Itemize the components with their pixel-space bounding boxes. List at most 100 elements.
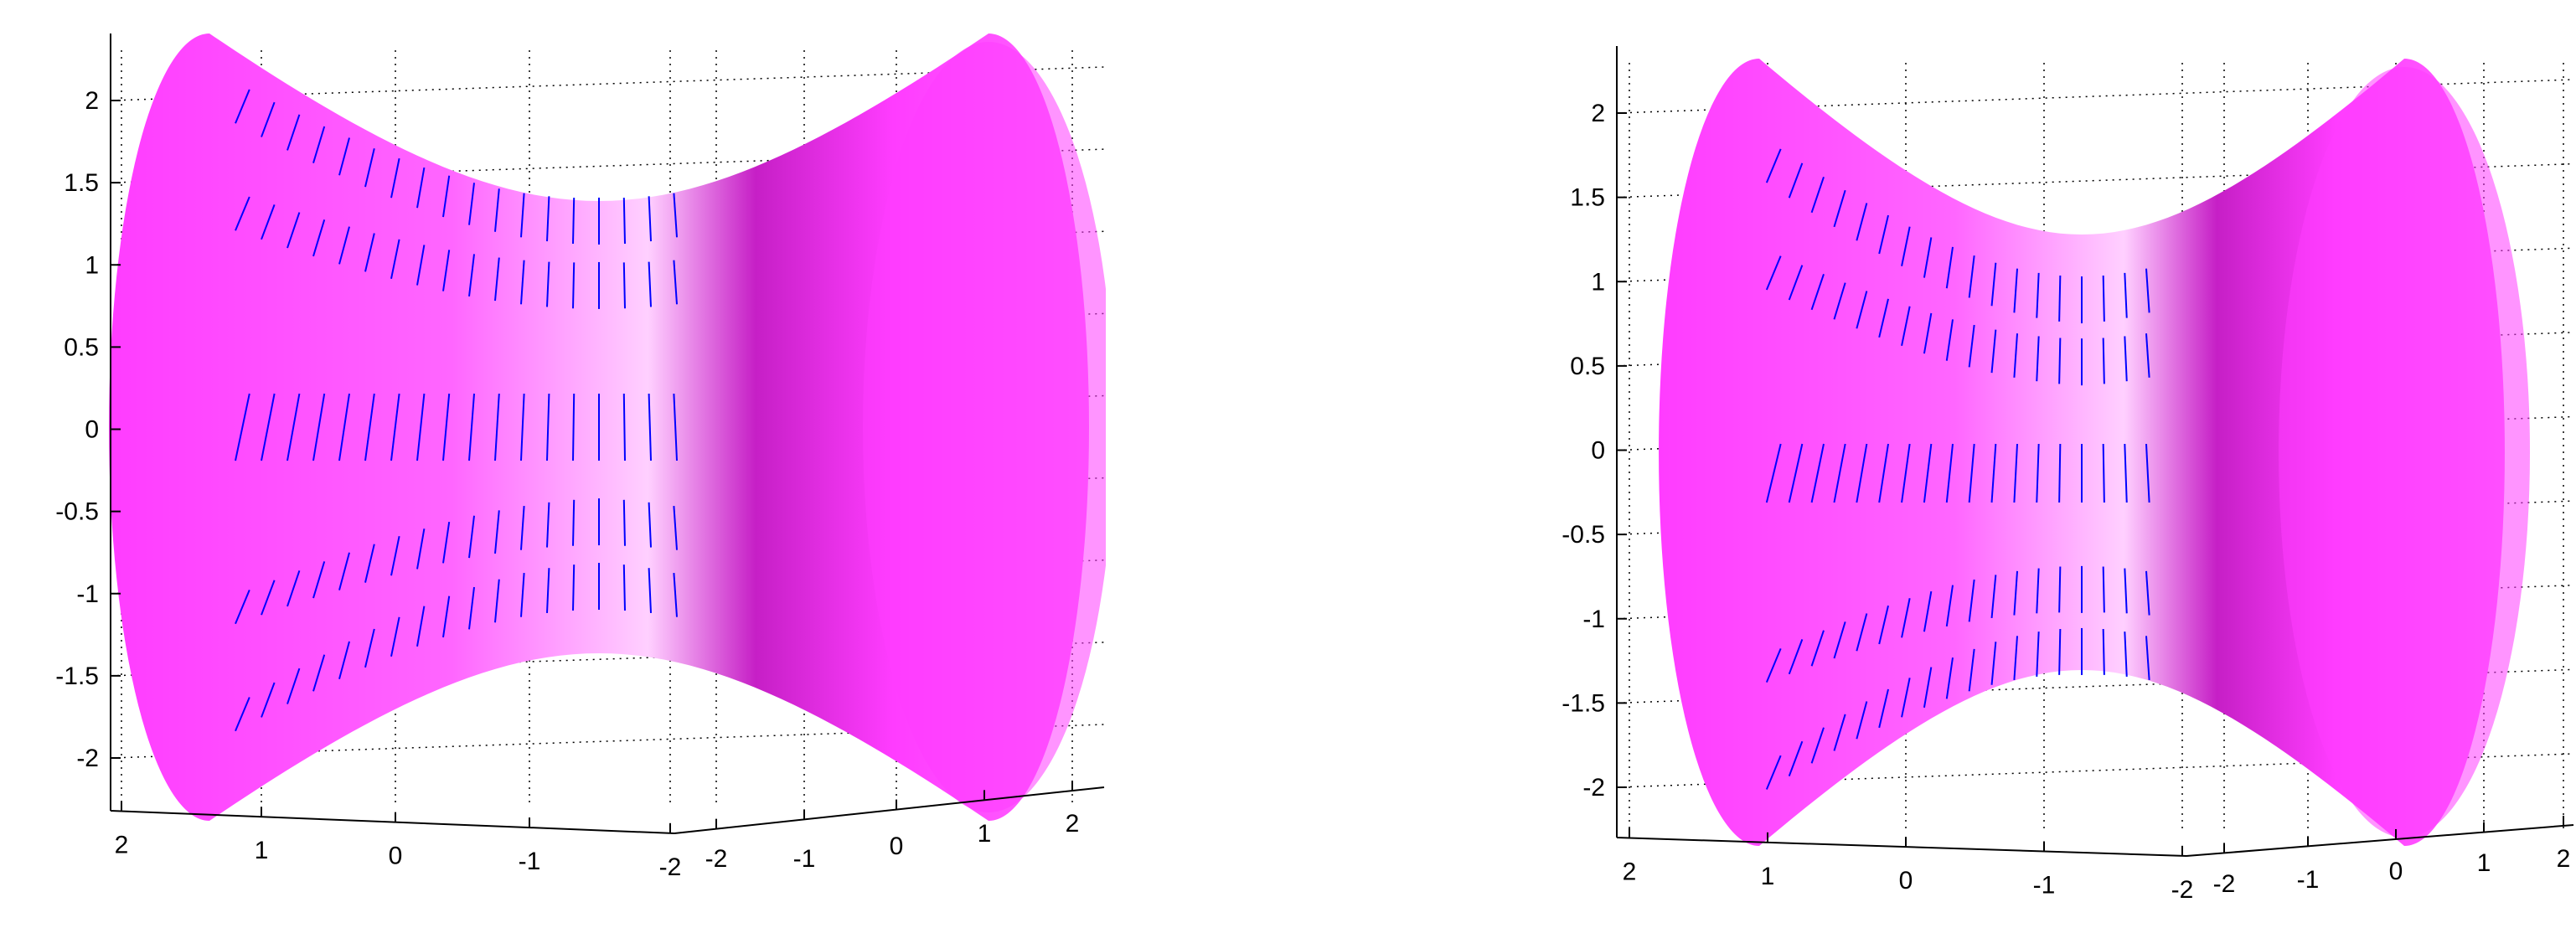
quiver-arrow <box>1968 255 1975 298</box>
quiver-arrow <box>1788 639 1804 675</box>
quiver-arrow <box>622 198 626 245</box>
quiver-arrow <box>287 212 301 249</box>
quiver-arrow <box>648 568 652 613</box>
quiver-arrow <box>1990 642 1997 685</box>
quiver-arrow <box>1990 262 1997 307</box>
quiver-arrow <box>1765 148 1782 183</box>
quiver-surface-plot-right: 2 1.5 1 0.5 0 -0.5 -1 -1.5 -2 2 1 0 -1 -2 -2 -1 0 1 2 <box>1562 46 2574 904</box>
quiver-arrow <box>622 393 626 461</box>
quiver-arrow <box>546 502 550 548</box>
quiver-arrow <box>2058 275 2062 322</box>
quiver-arrow <box>1923 667 1933 708</box>
quiver-arrow <box>1765 443 1782 503</box>
quiver-arrow <box>390 616 400 657</box>
x-axis-line <box>1616 837 2187 857</box>
quiver-arrow <box>2124 272 2128 318</box>
quiver-arrow <box>1968 443 1975 503</box>
quiver-arrow <box>494 188 500 232</box>
right-plot: 2 1.5 1 0.5 0 -0.5 -1 -1.5 -2 2 1 0 -1 -2 -2 -1 0 1 2 <box>1474 0 2576 928</box>
z-tick-label: 0 <box>85 416 99 444</box>
quiver-arrow <box>572 262 576 309</box>
grid-line <box>110 642 1105 677</box>
x-tick-label: 2 <box>115 832 129 859</box>
quiver-arrow <box>1788 740 1804 776</box>
z-tick-label: 1.5 <box>64 169 99 197</box>
z-tick-label: -0.5 <box>55 498 99 526</box>
quiver-arrow <box>572 393 576 461</box>
z-tick-label: -1.5 <box>1562 689 1605 717</box>
quiver-arrow <box>1968 324 1975 368</box>
quiver-arrow <box>1923 312 1933 354</box>
quiver-arrow <box>312 219 326 257</box>
quiver-arrow <box>312 126 326 163</box>
grid-line <box>110 724 1105 759</box>
quiver-arrow <box>416 606 426 647</box>
quiver-arrow <box>442 595 451 638</box>
quiver-arrow <box>1945 657 1954 699</box>
quiver-arrow <box>520 505 525 550</box>
quiver-arrow <box>1878 298 1889 338</box>
quiver-arrow <box>287 393 301 461</box>
quiver-arrow <box>442 175 451 218</box>
quiver-arrow <box>1856 203 1868 241</box>
quiver-arrow <box>1788 162 1804 198</box>
quiver-arrow <box>1923 237 1933 278</box>
quiver-arrow <box>287 114 301 151</box>
quiver-arrow <box>468 515 475 559</box>
quiver-arrow <box>2058 628 2062 675</box>
quiver-arrow <box>2058 566 2062 613</box>
quiver-arrow <box>1833 621 1846 659</box>
quiver-arrow <box>1878 443 1889 503</box>
quiver-arrow <box>1945 585 1954 627</box>
quiver-arrow <box>2036 443 2040 503</box>
quiver-arrow <box>2145 443 2150 503</box>
quiver-arrow <box>1878 214 1889 255</box>
quiver-surface-plot-left: 2 1.5 1 0.5 0 -0.5 -1 -1.5 -2 2 1 0 -1 -2 -2 -1 0 1 2 <box>55 34 1106 881</box>
y-tick-label: 0 <box>890 833 904 860</box>
y-axis-line <box>2186 824 2574 857</box>
quiver-arrow <box>494 393 500 461</box>
quiver-arrow <box>1833 443 1846 503</box>
y-tick-label: 0 <box>2389 858 2403 885</box>
quiver-arrow <box>2145 570 2150 616</box>
quiver-arrow <box>2013 333 2018 378</box>
y-tick-label: -1 <box>793 845 816 873</box>
quiver-arrow <box>1990 443 1997 503</box>
quiver-arrow <box>287 668 301 704</box>
quiver-arrow <box>1990 329 1997 374</box>
quiver-arrow <box>1765 647 1782 683</box>
quiver-arrow <box>546 261 550 307</box>
quiver-arrow <box>442 393 451 461</box>
quiver-arrow <box>1878 605 1889 645</box>
quiver-arrow <box>2145 268 2150 313</box>
quiver-arrow <box>1810 443 1825 503</box>
quiver-arrow <box>1945 246 1954 289</box>
quiver-arrow <box>468 254 475 296</box>
y-tick-label: -2 <box>705 845 728 873</box>
quiver-arrow <box>364 233 375 272</box>
quiver-arrow <box>1833 282 1846 320</box>
quiver-arrow <box>572 565 576 611</box>
quiver-arrow <box>494 257 500 302</box>
quiver-arrow <box>2036 632 2040 677</box>
quiver-arrow <box>2013 268 2018 313</box>
grid-line <box>110 66 1105 101</box>
quiver-arrow <box>2036 336 2040 382</box>
quiver-arrow <box>2013 636 2018 680</box>
surface-end-cap <box>2279 67 2530 838</box>
quiver-arrow <box>338 641 350 679</box>
quiver-arrow <box>520 393 525 461</box>
quiver-arrow <box>1901 598 1911 638</box>
quiver-arrow <box>2013 570 2018 616</box>
z-tick-label: 2 <box>1591 100 1605 127</box>
surface-end-cap <box>863 42 1106 812</box>
z-tick-label: 0.5 <box>64 333 99 361</box>
z-tick-label: -2 <box>1582 774 1605 802</box>
quiver-arrow <box>1901 443 1911 503</box>
quiver-arrow <box>338 393 350 461</box>
quiver-arrow <box>312 393 326 461</box>
quiver-arrow <box>468 393 475 461</box>
quiver-arrow <box>520 572 525 617</box>
quiver-arrow <box>673 572 678 617</box>
quiver-arrow <box>622 499 626 546</box>
